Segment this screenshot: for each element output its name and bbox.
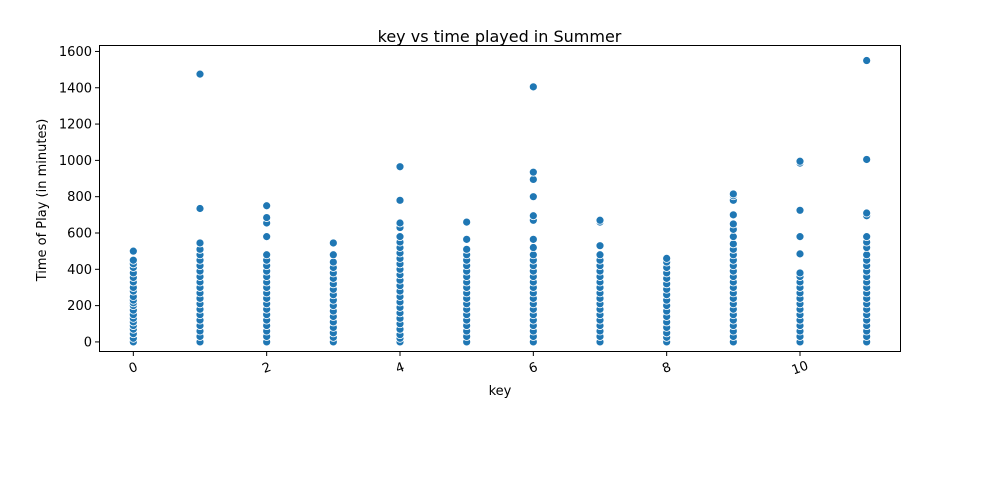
scatter-point — [595, 250, 605, 260]
scatter-point — [195, 69, 205, 79]
scatter-point — [728, 189, 738, 199]
scatter-point — [462, 217, 472, 227]
y-tick-label: 1400 — [59, 81, 92, 96]
scatter-point — [395, 162, 405, 172]
scatter-point — [795, 268, 805, 278]
scatter-point — [128, 255, 138, 265]
chart-title: key vs time played in Summer — [378, 27, 622, 46]
y-tick-label: 1600 — [59, 45, 92, 60]
scatter-point — [728, 239, 738, 249]
scatter-point — [795, 156, 805, 166]
x-tick-label: 8 — [660, 360, 673, 377]
scatter-point — [328, 238, 338, 248]
scatter-point — [795, 232, 805, 242]
scatter-point — [862, 232, 872, 242]
x-tick-label: 6 — [527, 360, 540, 377]
x-axis-label: key — [489, 384, 512, 399]
scatter-point — [395, 218, 405, 228]
x-tick-label: 2 — [260, 360, 273, 377]
x-tick-label: 0 — [127, 360, 140, 377]
scatter-point — [795, 205, 805, 215]
y-tick-label: 200 — [67, 299, 92, 314]
y-tick-label: 400 — [67, 263, 92, 278]
scatter-point — [528, 175, 538, 184]
data-points — [128, 56, 872, 347]
scatter-point — [328, 257, 338, 267]
scatter-point — [262, 201, 272, 211]
scatter-point — [528, 211, 538, 221]
x-tick-label: 10 — [790, 359, 811, 379]
scatter-point — [395, 232, 405, 242]
scatter-point — [262, 250, 272, 260]
scatter-point — [395, 195, 405, 205]
scatter-point — [795, 249, 805, 259]
scatter-point — [728, 210, 738, 220]
x-tick-label: 4 — [394, 360, 407, 377]
scatter-point — [862, 208, 872, 218]
scatter-point — [462, 244, 472, 254]
scatter-point — [862, 155, 872, 164]
scatter-point — [862, 250, 872, 260]
scatter-point — [195, 204, 205, 213]
scatter-point — [328, 250, 338, 260]
y-axis: 0 200 400 600 800 1000 1200 1400 1600 — [59, 45, 100, 350]
y-tick-label: 600 — [67, 226, 92, 241]
scatter-point — [595, 215, 605, 225]
scatter-point — [728, 232, 738, 242]
scatter-point — [262, 232, 272, 242]
scatter-point — [528, 250, 538, 260]
y-axis-label: Time of Play (in minutes) — [35, 119, 50, 283]
y-tick-label: 1000 — [59, 154, 92, 169]
x-axis: 0 2 4 6 8 10 — [127, 351, 811, 379]
scatter-point — [528, 167, 538, 177]
plot-frame — [99, 45, 901, 352]
scatter-point — [128, 246, 138, 256]
scatter-point — [862, 56, 872, 65]
scatter-point — [528, 243, 538, 252]
scatter-point — [728, 219, 738, 229]
y-tick-label: 1200 — [59, 118, 92, 133]
scatter-point — [528, 82, 538, 92]
scatter-point — [262, 213, 272, 222]
y-tick-label: 0 — [84, 335, 92, 350]
scatter-point — [662, 254, 672, 263]
scatter-point — [195, 238, 205, 248]
scatter-point — [528, 234, 538, 244]
scatter-point — [528, 192, 538, 202]
y-tick-label: 800 — [67, 190, 92, 205]
scatter-point — [595, 241, 605, 251]
scatter-point — [462, 234, 472, 244]
